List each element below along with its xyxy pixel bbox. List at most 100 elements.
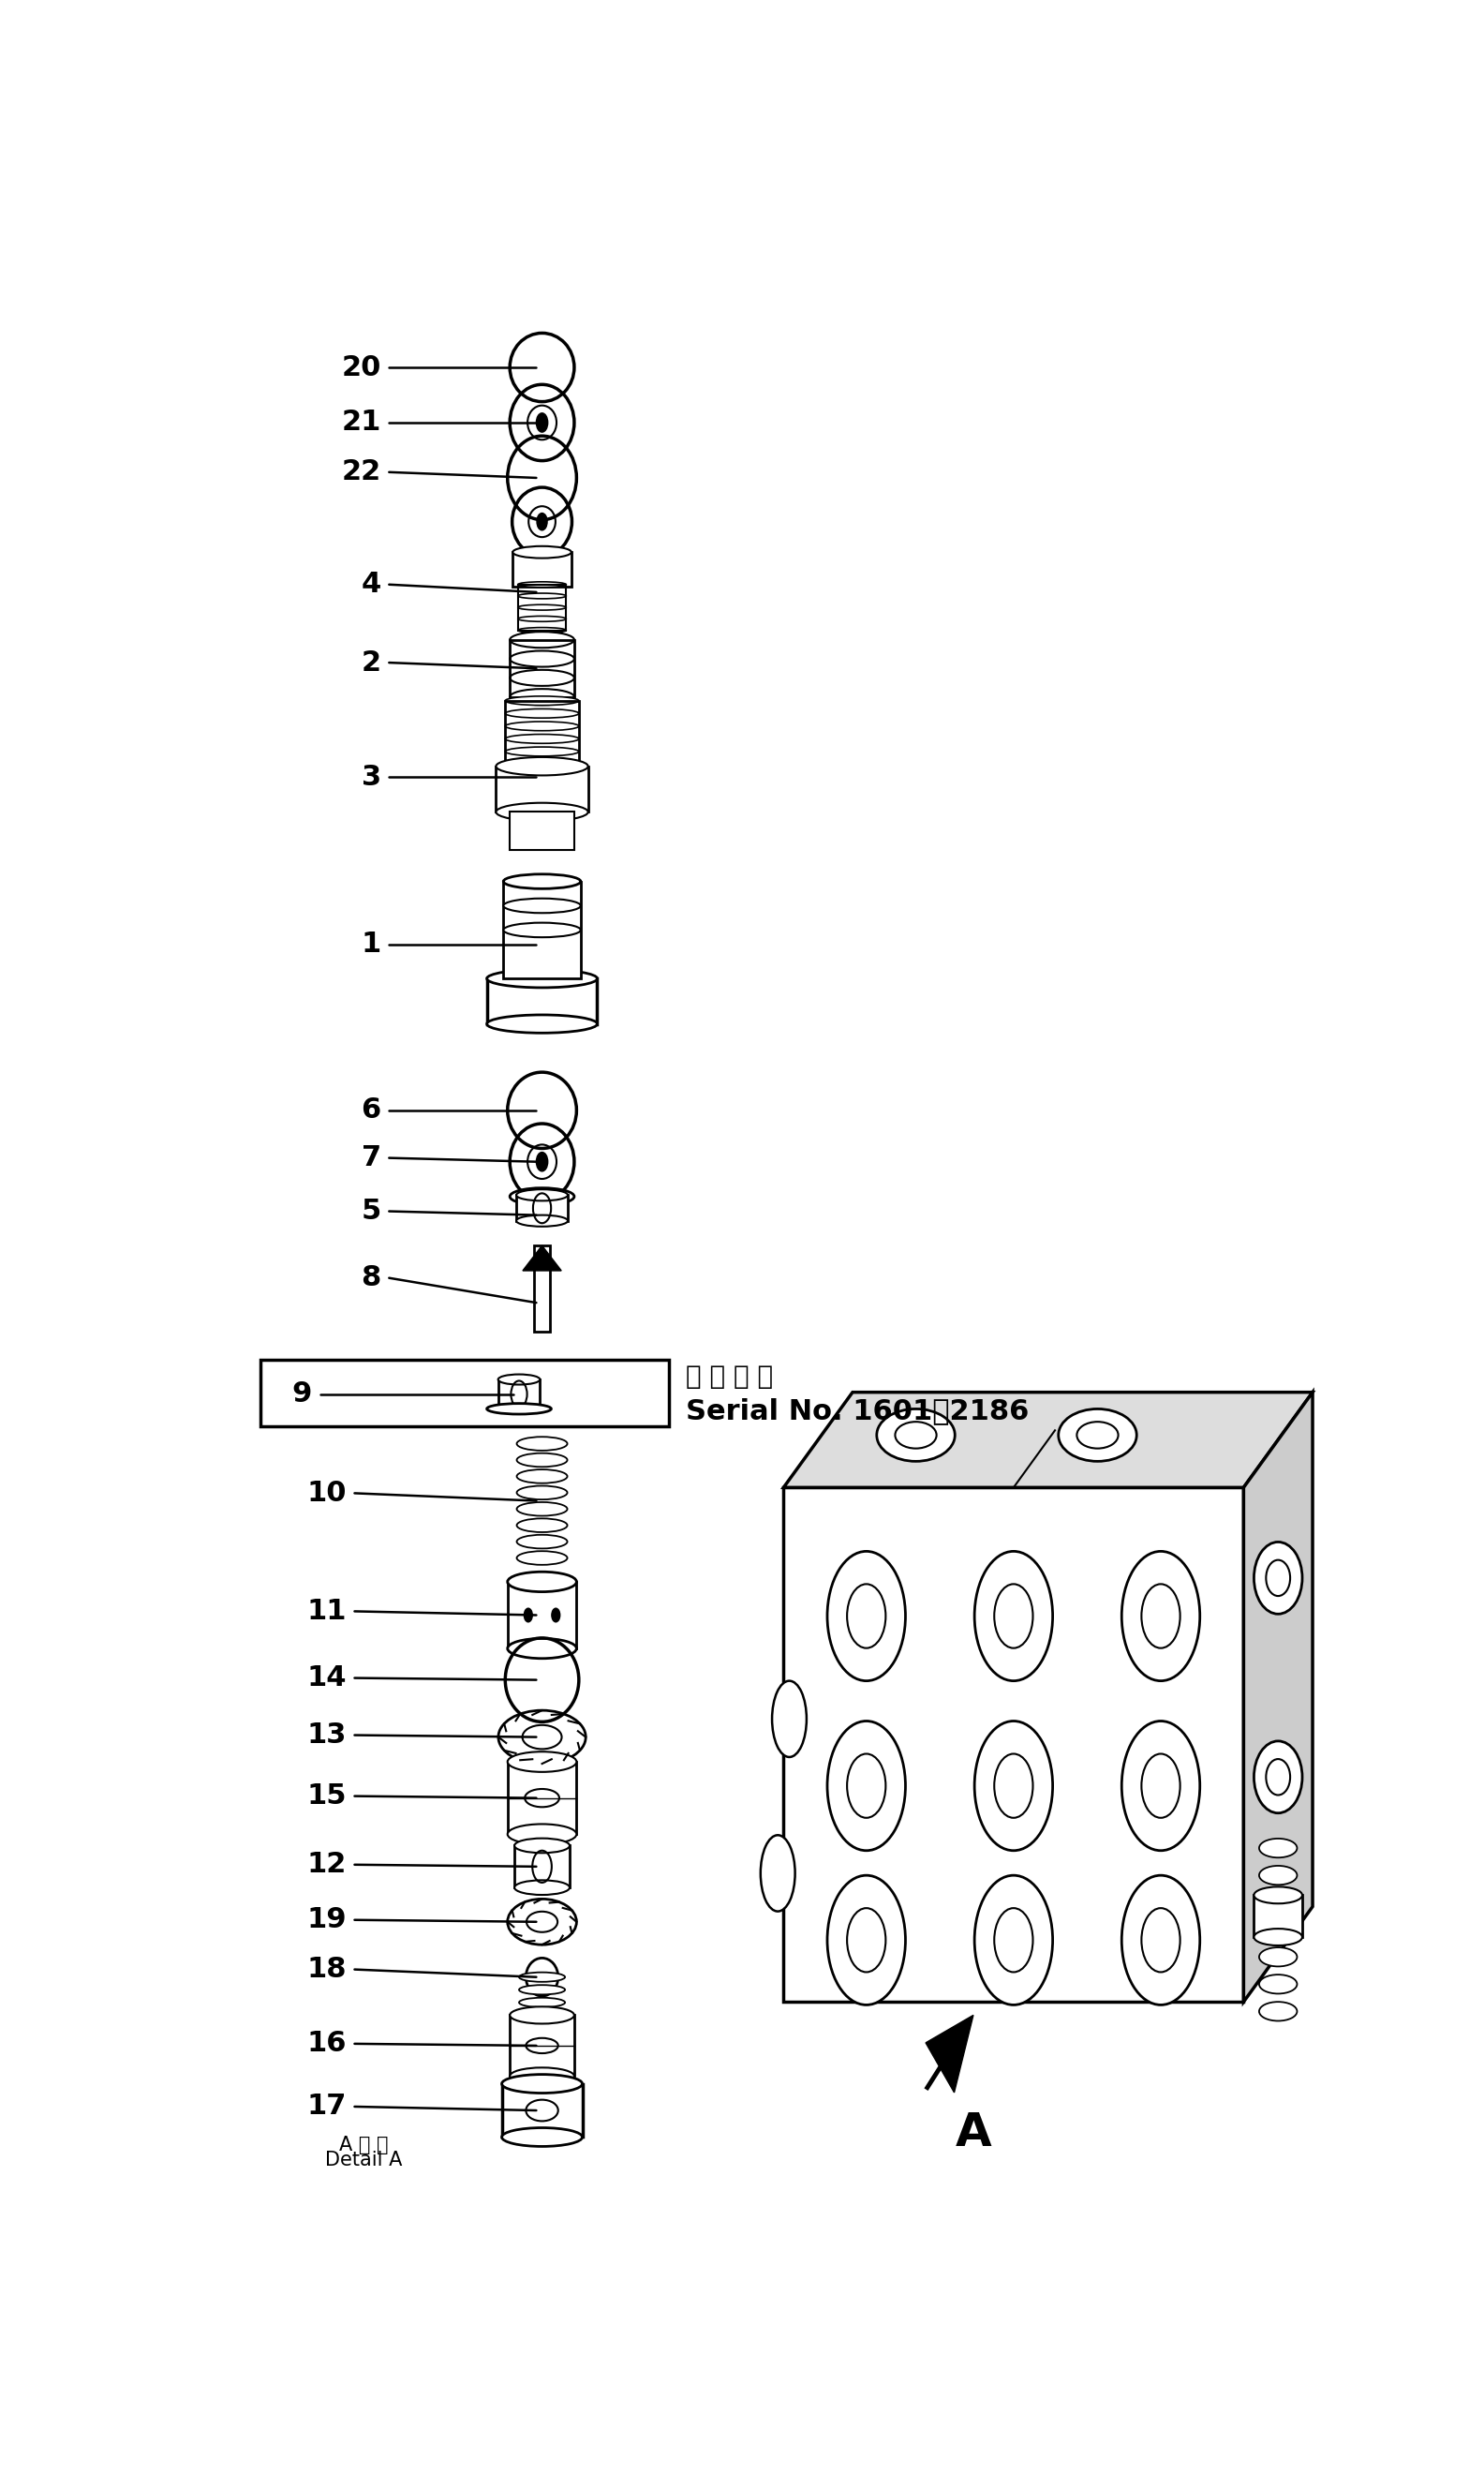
Ellipse shape <box>1258 1865 1297 1885</box>
Circle shape <box>552 1608 559 1623</box>
Ellipse shape <box>508 1638 577 1658</box>
Ellipse shape <box>519 1997 565 2006</box>
Bar <box>510 811 574 851</box>
Bar <box>496 767 588 811</box>
Ellipse shape <box>1258 1920 1297 1940</box>
Ellipse shape <box>499 1403 540 1415</box>
Ellipse shape <box>1254 1742 1303 1813</box>
Ellipse shape <box>516 1190 568 1200</box>
Circle shape <box>1122 1551 1201 1680</box>
Ellipse shape <box>508 1752 577 1771</box>
Ellipse shape <box>1058 1408 1137 1462</box>
Circle shape <box>975 1722 1052 1851</box>
Ellipse shape <box>519 1972 565 1982</box>
Ellipse shape <box>499 1376 540 1385</box>
Ellipse shape <box>516 1470 567 1484</box>
Ellipse shape <box>496 804 588 821</box>
Ellipse shape <box>1258 1947 1297 1967</box>
Ellipse shape <box>503 898 580 913</box>
Ellipse shape <box>503 923 580 938</box>
Circle shape <box>827 1551 905 1680</box>
Bar <box>515 1846 570 1888</box>
Text: 2: 2 <box>361 648 381 675</box>
Bar <box>499 1380 540 1408</box>
Ellipse shape <box>510 631 574 648</box>
Text: 20: 20 <box>341 354 381 381</box>
Text: 16: 16 <box>307 2031 347 2058</box>
Ellipse shape <box>503 873 580 888</box>
Text: A: A <box>956 2110 991 2155</box>
Polygon shape <box>522 1244 561 1272</box>
Text: A 詳 細: A 詳 細 <box>340 2135 389 2155</box>
Ellipse shape <box>518 604 567 611</box>
Circle shape <box>524 1608 533 1623</box>
Bar <box>518 584 567 631</box>
Circle shape <box>536 1153 548 1170</box>
Ellipse shape <box>1254 1541 1303 1613</box>
Circle shape <box>975 1875 1052 2004</box>
Ellipse shape <box>1258 1838 1297 1858</box>
Ellipse shape <box>516 1519 567 1531</box>
Ellipse shape <box>761 1836 795 1912</box>
Ellipse shape <box>505 695 579 705</box>
Circle shape <box>536 413 548 433</box>
Ellipse shape <box>877 1408 954 1462</box>
Ellipse shape <box>510 2068 574 2086</box>
Bar <box>512 552 571 586</box>
Ellipse shape <box>516 1452 567 1467</box>
Text: 7: 7 <box>361 1145 381 1173</box>
Ellipse shape <box>519 1984 565 1994</box>
Ellipse shape <box>508 1823 577 1843</box>
Ellipse shape <box>510 670 574 685</box>
Text: 5: 5 <box>361 1197 381 1225</box>
Ellipse shape <box>510 651 574 668</box>
Bar <box>508 1761 577 1833</box>
Circle shape <box>827 1875 905 2004</box>
Ellipse shape <box>1254 1930 1303 1945</box>
Ellipse shape <box>1258 1974 1297 1994</box>
Text: 15: 15 <box>307 1781 347 1808</box>
Ellipse shape <box>518 616 567 621</box>
Text: 13: 13 <box>307 1722 347 1749</box>
Ellipse shape <box>516 1551 567 1566</box>
Bar <box>784 1487 1244 2001</box>
Ellipse shape <box>525 2039 558 2053</box>
Ellipse shape <box>496 757 588 774</box>
Text: 22: 22 <box>341 458 381 485</box>
Ellipse shape <box>505 735 579 742</box>
Bar <box>508 1581 577 1648</box>
Text: 8: 8 <box>361 1264 381 1291</box>
Ellipse shape <box>505 722 579 730</box>
Text: 18: 18 <box>307 1957 347 1984</box>
Ellipse shape <box>518 581 567 586</box>
Bar <box>510 2016 574 2076</box>
Polygon shape <box>1244 1393 1313 2001</box>
Ellipse shape <box>510 2006 574 2024</box>
Ellipse shape <box>515 1880 570 1895</box>
Circle shape <box>1122 1722 1201 1851</box>
Ellipse shape <box>518 628 567 633</box>
Ellipse shape <box>1254 1888 1303 1903</box>
Bar <box>505 700 579 777</box>
Polygon shape <box>784 1393 1313 1487</box>
Text: 19: 19 <box>307 1907 347 1935</box>
Bar <box>534 1244 551 1331</box>
Circle shape <box>975 1551 1052 1680</box>
Ellipse shape <box>519 2011 565 2019</box>
Text: 17: 17 <box>307 2093 347 2120</box>
Ellipse shape <box>516 1215 568 1227</box>
Ellipse shape <box>1258 2001 1297 2021</box>
Ellipse shape <box>487 970 597 987</box>
Ellipse shape <box>502 2073 582 2093</box>
Circle shape <box>1122 1875 1201 2004</box>
Ellipse shape <box>518 594 567 599</box>
Bar <box>502 2083 582 2138</box>
Ellipse shape <box>508 1571 577 1591</box>
Ellipse shape <box>772 1680 807 1757</box>
Ellipse shape <box>505 747 579 757</box>
Ellipse shape <box>502 2128 582 2147</box>
Ellipse shape <box>516 1534 567 1549</box>
Text: 12: 12 <box>307 1851 347 1878</box>
Ellipse shape <box>525 1789 559 1806</box>
Ellipse shape <box>1258 1893 1297 1912</box>
